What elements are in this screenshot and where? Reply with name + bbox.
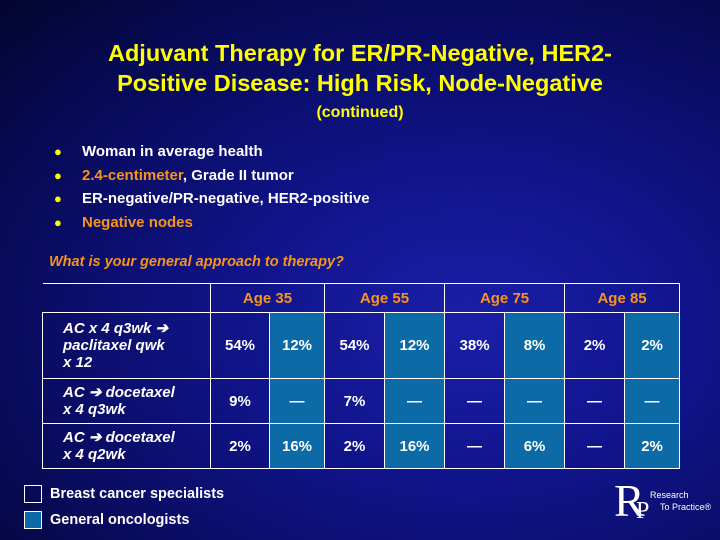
bullet-dot-icon: ● [54,214,62,230]
table-header-row: Age 35 Age 55 Age 75 Age 85 [42,283,681,313]
regimen-label-line: AC ➔ docetaxel [63,429,175,447]
regimen-label-line: AC x 4 q3wk ➔ [63,320,169,338]
legend-label-specialists: Breast cancer specialists [50,485,225,502]
general-oncologist-value: — [624,378,681,425]
specialist-value: 2% [564,311,626,380]
case-bullet-list: ● Woman in average health ● 2.4-centimeter,… [54,142,370,236]
logo-letter-p: P [636,498,650,524]
bullet-dot-icon: ● [54,167,62,183]
logo-text-to-practice: To Practice® [660,502,712,512]
table-row: AC ➔ docetaxel x 4 q2wk 2% 16% 2% 16% —6% —2% [42,423,681,469]
case-bullet: ● Negative nodes [54,213,370,237]
specialist-value: 54% [324,311,386,380]
legend-swatch-specialists [24,485,42,503]
table-row: AC x 4 q3wk ➔ paclitaxel qwk x 12 54% 12% 54%… [42,311,681,380]
specialist-value: — [444,423,506,469]
general-oncologist-value: — [384,378,446,425]
specialist-value: — [564,423,626,469]
bullet-dot-icon: ● [54,191,62,206]
general-oncologist-value: 16% [268,423,326,469]
title-line-2: Positive Disease: High Risk, Node-Negati… [117,70,603,96]
bullet-text: ER-negative/PR-negative, HER2-positive [82,190,370,207]
regimen-label-line: AC ➔ docetaxel [63,384,175,402]
slide-title: Adjuvant Therapy for ER/PR-Negative, HER… [0,38,720,98]
specialist-value: — [564,378,626,425]
general-oncologist-value: 6% [504,423,566,469]
specialist-value: 38% [444,311,506,380]
legend-item-general: General oncologists [24,511,189,529]
table-corner-cell [42,283,211,313]
research-to-practice-logo: R P Research To Practice® [614,475,714,528]
general-oncologist-value: 12% [384,311,446,380]
case-bullet: ● ER-negative/PR-negative, HER2-positive [54,189,370,213]
specialist-value: 2% [324,423,386,469]
regimen-label: AC ➔ docetaxel x 4 q3wk [42,378,211,425]
age-header: Age 75 [444,283,566,313]
case-bullet: ● Woman in average health [54,142,370,166]
age-header: Age 55 [324,283,446,313]
specialist-value: 54% [210,311,270,380]
bullet-text: , Grade II tumor [182,166,294,184]
table-row: AC ➔ docetaxel x 4 q3wk 9% —7% — — — — — [42,378,681,425]
general-oncologist-value: 2% [624,311,681,380]
regimen-label-line: x 12 [63,354,93,372]
bullet-text: Negative nodes [82,213,193,231]
general-oncologist-value: — [268,378,326,425]
specialist-value: — [444,378,506,425]
legend-item-specialists: Breast cancer specialists [24,485,224,503]
general-oncologist-value: 8% [504,311,566,380]
title-line-1: Adjuvant Therapy for ER/PR-Negative, HER… [107,40,613,66]
regimen-label-line: x 4 q2wk [63,446,126,464]
specialist-value: 7% [324,378,386,425]
age-header: Age 85 [564,283,681,313]
general-oncologist-value: 16% [384,423,446,469]
general-oncologist-value: 12% [268,311,326,380]
case-bullet: ● 2.4-centimeter, Grade II tumor [54,166,370,190]
general-oncologist-value: — [504,378,566,425]
survey-results-table: Age 35 Age 55 Age 75 Age 85 AC x 4 q3wk ➔ pac… [42,283,681,469]
logo-letter-r: R [614,475,645,526]
bullet-text: Woman in average health [82,143,263,160]
question-text: What is your general approach to therapy… [49,254,344,270]
legend-label-general: General oncologists [50,511,190,528]
regimen-label-line: paclitaxel qwk [63,337,165,355]
slide-subtitle: (continued) [316,104,404,121]
general-oncologist-value: 2% [624,423,681,469]
bullet-text: 2.4-centimeter [82,166,183,184]
bullet-dot-icon: ● [54,144,62,159]
regimen-label: AC x 4 q3wk ➔ paclitaxel qwk x 12 [42,311,211,380]
logo-text-research: Research [650,490,689,500]
legend-swatch-general [24,511,42,529]
regimen-label-line: x 4 q3wk [63,401,126,419]
regimen-label: AC ➔ docetaxel x 4 q2wk [42,423,211,469]
specialist-value: 2% [210,423,270,469]
specialist-value: 9% [210,378,270,425]
age-header: Age 35 [209,283,326,313]
